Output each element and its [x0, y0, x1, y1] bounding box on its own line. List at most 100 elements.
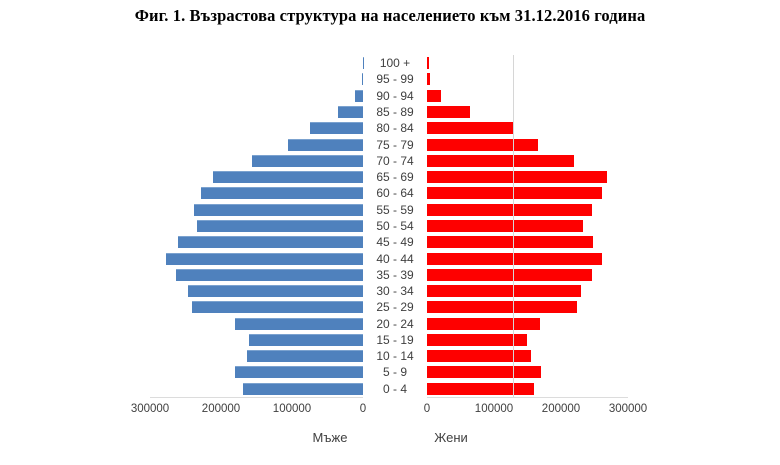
- pyramid-row: 5 - 9: [150, 364, 628, 380]
- left-chart-zero-axis-line: [513, 55, 514, 397]
- right-chart-baseline: [427, 397, 628, 398]
- male-bar: [249, 333, 363, 346]
- female-bar: [427, 252, 602, 265]
- age-group-label: 35 - 39: [376, 267, 414, 282]
- male-bar-cell: [150, 136, 363, 152]
- male-bar-cell: [150, 120, 363, 136]
- female-bar: [427, 285, 582, 298]
- male-bar-cell: [150, 218, 363, 234]
- female-bar: [427, 301, 578, 314]
- age-group-label: 95 - 99: [376, 72, 414, 87]
- male-bar-cell: [150, 71, 363, 87]
- pyramid-row: 55 - 59: [150, 202, 628, 218]
- pyramid-row: 25 - 29: [150, 299, 628, 315]
- age-group-label: 100 +: [379, 56, 411, 71]
- male-bar-cell: [150, 364, 363, 380]
- x-tick-label-men: 300000: [130, 403, 170, 415]
- pyramid-row: 100 +: [150, 55, 628, 71]
- male-bar: [243, 382, 363, 395]
- pyramid-row: 40 - 44: [150, 250, 628, 266]
- pyramid-row: 65 - 69: [150, 169, 628, 185]
- female-bar-cell: [427, 316, 628, 332]
- x-tick-label-men: 0: [359, 403, 367, 415]
- male-bar-cell: [150, 104, 363, 120]
- male-bar-cell: [150, 185, 363, 201]
- female-bar-cell: [427, 364, 628, 380]
- pyramid-row: 15 - 19: [150, 332, 628, 348]
- male-bar-cell: [150, 202, 363, 218]
- male-bar-cell: [150, 250, 363, 266]
- age-group-label: 45 - 49: [376, 235, 414, 250]
- male-bar-cell: [150, 381, 363, 397]
- x-tick-label-women: 0: [423, 403, 431, 415]
- left-x-axis-ticks: 300000 200000 100000 0: [131, 403, 367, 417]
- age-group-label: 0 - 4: [382, 381, 407, 396]
- age-group-label: 10 - 14: [376, 349, 414, 364]
- male-bar-cell: [150, 283, 363, 299]
- age-group-label: 20 - 24: [376, 316, 414, 331]
- age-group-label: 80 - 84: [376, 121, 414, 136]
- male-bar-cell: [150, 348, 363, 364]
- age-group-label: 5 - 9: [382, 365, 407, 380]
- male-bar-cell: [150, 316, 363, 332]
- population-pyramid: 100 +95 - 99 90 - 94 85 - 89 80 - 84 75 - 79…: [150, 55, 628, 397]
- male-bar: [194, 203, 363, 216]
- male-bar: [309, 122, 363, 135]
- male-bar: [191, 301, 363, 314]
- male-axis-title: Мъже: [312, 430, 348, 445]
- male-bar: [176, 268, 363, 281]
- female-bar-cell: [427, 250, 628, 266]
- female-bar-cell: [427, 120, 628, 136]
- male-bar: [252, 154, 363, 167]
- male-bar: [287, 138, 363, 151]
- male-bar: [362, 73, 363, 86]
- pyramid-row: 80 - 84: [150, 120, 628, 136]
- pyramid-row: 10 - 14: [150, 348, 628, 364]
- female-bar: [427, 171, 607, 184]
- female-bar: [427, 333, 527, 346]
- female-bar: [427, 73, 430, 86]
- male-bar-cell: [150, 332, 363, 348]
- male-bar: [166, 252, 363, 265]
- male-bar: [235, 366, 363, 379]
- female-bar-cell: [427, 283, 628, 299]
- x-tick-label-men: 200000: [201, 403, 241, 415]
- female-bar: [427, 268, 592, 281]
- age-group-label: 30 - 34: [376, 284, 414, 299]
- pyramid-row: 0 - 4: [150, 381, 628, 397]
- female-bar: [427, 57, 429, 70]
- female-bar-cell: [427, 332, 628, 348]
- male-bar: [178, 236, 363, 249]
- age-group-label: 70 - 74: [376, 153, 414, 168]
- male-bar-cell: [150, 299, 363, 315]
- female-bar: [427, 366, 541, 379]
- pyramid-row: 30 - 34: [150, 283, 628, 299]
- age-group-label: 40 - 44: [376, 251, 414, 266]
- male-bar: [187, 285, 363, 298]
- female-bar: [427, 219, 584, 232]
- female-bar: [427, 187, 602, 200]
- female-bar-cell: [427, 153, 628, 169]
- male-bar-cell: [150, 234, 363, 250]
- left-chart-baseline: [150, 397, 363, 398]
- pyramid-row: 20 - 24: [150, 316, 628, 332]
- female-bar-cell: [427, 88, 628, 104]
- female-bar-cell: [427, 185, 628, 201]
- female-bar: [427, 154, 574, 167]
- female-bar-cell: [427, 71, 628, 87]
- chart-title: Фиг. 1. Възрастова структура на населени…: [134, 6, 646, 25]
- male-bar-cell: [150, 88, 363, 104]
- age-group-label: 65 - 69: [376, 170, 414, 185]
- male-bar: [201, 187, 363, 200]
- age-group-label: 90 - 94: [376, 88, 414, 103]
- female-bar-cell: [427, 381, 628, 397]
- female-bar-cell: [427, 169, 628, 185]
- female-bar: [427, 203, 592, 216]
- male-bar: [338, 105, 363, 118]
- female-bar: [427, 350, 531, 363]
- male-bar: [246, 350, 363, 363]
- age-group-label: 55 - 59: [376, 202, 414, 217]
- female-bar: [427, 317, 541, 330]
- pyramid-row: 75 - 79: [150, 136, 628, 152]
- pyramid-rows: 100 +95 - 99 90 - 94 85 - 89 80 - 84 75 - 79…: [150, 55, 628, 397]
